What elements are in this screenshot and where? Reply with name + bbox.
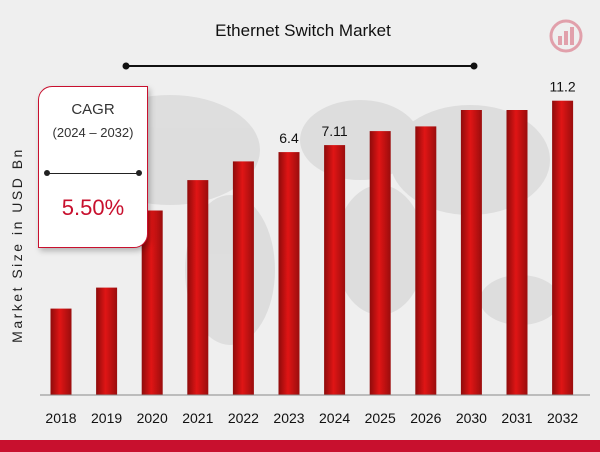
bar-2018 [50,308,72,395]
x-tick-label-2031: 2031 [501,410,532,426]
x-tick-label-2032: 2032 [547,410,578,426]
bar-2023 [278,152,300,395]
cagr-divider [44,170,142,176]
bar-2031 [506,110,528,395]
x-tick-labels: 2018 2019 2020 2021 2022 2023 2024 2025 2026 2030… [45,410,578,426]
market-research-logo-icon [549,19,583,53]
bar-2022 [232,161,254,395]
bar-2024 [324,145,346,395]
bar-2032 [552,100,574,395]
data-label-2024: 7.11 [321,123,347,139]
x-tick-label-2025: 2025 [365,410,396,426]
bar-2021 [187,180,209,395]
x-tick-label-2026: 2026 [410,410,441,426]
x-tick-label-2023: 2023 [273,410,304,426]
x-tick-label-2024: 2024 [319,410,350,426]
bar-2020 [141,210,163,395]
y-axis-label: Market Size in USD Bn [9,147,25,343]
x-tick-label-2030: 2030 [456,410,487,426]
x-tick-label-2020: 2020 [137,410,168,426]
cagr-value: 5.50% [61,195,125,220]
bars-group [50,100,574,396]
bar-2026 [415,126,437,396]
x-tick-label-2022: 2022 [228,410,259,426]
cagr-period: (2024 – 2032) [52,125,134,140]
x-tick-label-2021: 2021 [182,410,213,426]
data-label-2023: 6.4 [279,130,299,146]
cagr-callout: CAGR (2024 – 2032) 5.50% [38,86,148,248]
bar-2030 [460,110,482,395]
cagr-title: CAGR [71,101,115,118]
title-divider [122,62,478,70]
data-labels-group: 6.4 7.11 11.2 [279,79,576,146]
bottom-accent-band [0,440,600,452]
bar-2019 [96,287,118,395]
chart-title: Ethernet Switch Market [215,21,391,40]
x-tick-label-2018: 2018 [45,410,76,426]
bar-2025 [369,131,391,395]
data-label-2032: 11.2 [549,79,575,95]
x-tick-label-2019: 2019 [91,410,122,426]
